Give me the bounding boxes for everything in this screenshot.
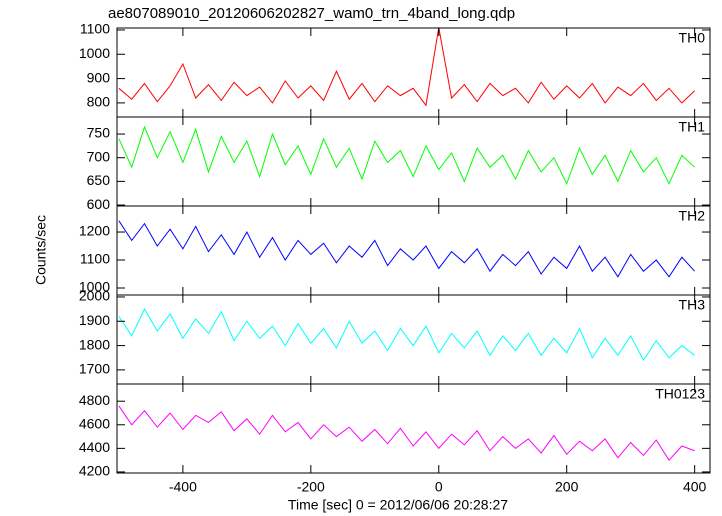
chart-title: ae807089010_20120606202827_wam0_trn_4ban… <box>108 5 515 22</box>
panel-frame <box>116 27 711 118</box>
x-tick-label: 200 <box>555 479 579 495</box>
y-tick-label: 2000 <box>79 288 110 304</box>
x-axis-label: Time [sec] 0 = 2012/06/06 20:28:27 <box>288 497 508 513</box>
panel-frame <box>116 205 711 296</box>
y-tick-label: 600 <box>87 196 111 212</box>
y-tick-label: 750 <box>87 125 111 141</box>
y-tick-label: 700 <box>87 148 111 164</box>
panel-frame <box>116 294 711 385</box>
data-line <box>118 220 696 278</box>
panel-frame <box>116 383 711 474</box>
y-tick-label: 800 <box>87 94 111 110</box>
y-tick-label: 1000 <box>79 279 110 295</box>
y-tick-label: 4800 <box>79 392 110 408</box>
data-line <box>118 27 695 107</box>
x-tick-label: -200 <box>297 479 325 495</box>
x-tick-label: 400 <box>683 479 707 495</box>
panel-frame <box>116 116 711 207</box>
data-line <box>118 125 695 186</box>
series-label: TH3 <box>679 297 706 313</box>
y-tick-label: 1800 <box>79 336 110 352</box>
series-label: TH1 <box>679 119 706 135</box>
y-tick-label: 1100 <box>80 21 110 37</box>
series-label: TH0 <box>679 30 706 46</box>
y-tick-label: 1100 <box>80 251 110 267</box>
y-axis-label: Counts/sec <box>33 215 49 285</box>
y-tick-label: 900 <box>87 69 111 85</box>
y-tick-label: 4600 <box>79 415 110 431</box>
y-tick-label: 1000 <box>79 45 110 61</box>
data-line <box>118 308 695 362</box>
y-tick-label: 1700 <box>79 361 110 377</box>
y-tick-label: 650 <box>87 172 111 188</box>
data-line <box>118 405 695 461</box>
y-tick-label: 1200 <box>79 223 110 239</box>
x-tick-label: 0 <box>435 479 443 495</box>
x-tick-label: -400 <box>169 479 197 495</box>
y-tick-label: 4200 <box>79 463 110 479</box>
y-tick-label: 1900 <box>79 312 110 328</box>
series-label: TH2 <box>679 208 706 224</box>
y-tick-label: 4400 <box>79 439 110 455</box>
series-label: TH0123 <box>655 386 705 402</box>
